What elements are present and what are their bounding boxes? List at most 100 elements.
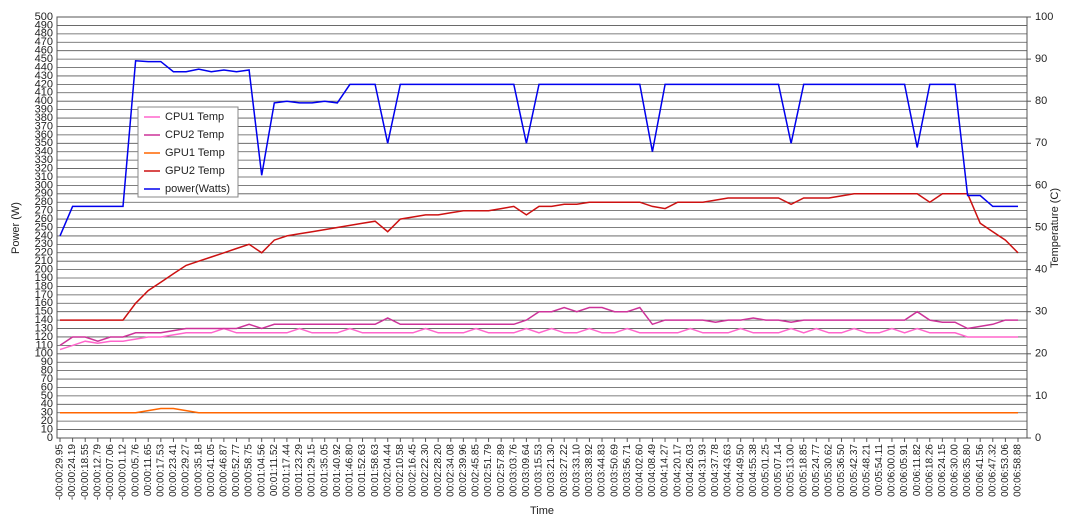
x-tick-label: 00:02:28.20	[433, 444, 444, 497]
x-tick-label: 00:00:23.41	[168, 444, 179, 497]
y-tick-label: 220	[35, 247, 53, 259]
x-tick-label: 00:05:42.37	[849, 444, 860, 497]
y-tick-label: 130	[35, 322, 53, 334]
y-tick-label: 440	[35, 61, 53, 73]
y2-tick-label: 90	[1035, 53, 1047, 65]
y-tick-label: 290	[35, 188, 53, 200]
x-tick-label: 00:02:45.85	[471, 444, 482, 497]
y-tick-label: 250	[35, 221, 53, 233]
y-tick-label: 310	[35, 171, 53, 183]
x-tick-label: 00:03:44.83	[597, 444, 608, 497]
y-tick-label: 340	[35, 146, 53, 158]
x-tick-label: 00:06:18.26	[924, 444, 935, 497]
y-tick-label: 460	[35, 45, 53, 57]
y-tick-label: 390	[35, 104, 53, 116]
y-tick-label: 240	[35, 230, 53, 242]
y-tick-label: 430	[35, 70, 53, 82]
x-tick-label: 00:01:17.44	[282, 444, 293, 497]
y-tick-label: 500	[35, 11, 53, 23]
x-tick-label: 00:01:29.15	[307, 444, 318, 497]
x-tick-label: 00:00:35.18	[193, 444, 204, 497]
y-tick-label: 80	[41, 365, 53, 377]
x-tick-label: 00:03:33.10	[571, 444, 582, 497]
x-tick-label: 00:00:41.05	[206, 444, 217, 497]
x-tick-label: -00:00:24.19	[67, 444, 78, 501]
x-tick-label: 00:05:54.11	[874, 444, 885, 497]
y-tick-label: 370	[35, 120, 53, 132]
x-tick-label: 00:02:51.79	[483, 444, 494, 497]
series-line	[59, 306, 1018, 347]
x-tick-label: 00:01:52.63	[357, 444, 368, 497]
x-tick-label: 00:00:11.65	[143, 444, 154, 497]
x-tick-label: 00:04:20.17	[672, 444, 683, 497]
y2-tick-label: 80	[1035, 95, 1047, 107]
y-tick-label: 300	[35, 179, 53, 191]
y-tick-label: 490	[35, 19, 53, 31]
x-tick-label: 00:03:15.53	[534, 444, 545, 497]
x-tick-label: 00:00:52.77	[231, 444, 242, 497]
y-tick-label: 230	[35, 238, 53, 250]
y-tick-label: 450	[35, 53, 53, 65]
x-tick-label: 00:00:46.87	[219, 444, 230, 497]
x-tick-label: 00:06:41.56	[975, 444, 986, 497]
x-tick-label: -00:00:07.06	[105, 444, 116, 501]
x-tick-label: 00:01:11.52	[269, 444, 280, 497]
y-tick-label: 380	[35, 112, 53, 124]
y-tick-label: 320	[35, 162, 53, 174]
y-tick-label: 20	[41, 415, 53, 427]
x-tick-label: 00:05:13.00	[786, 444, 797, 497]
y-tick-label: 70	[41, 373, 53, 385]
x-tick-label: -00:00:29.95	[55, 444, 66, 501]
y-tick-label: 60	[41, 381, 53, 393]
y-tick-label: 260	[35, 213, 53, 225]
y2-tick-label: 50	[1035, 221, 1047, 233]
series-line	[60, 407, 1018, 414]
x-tick-label: 00:06:35.80	[962, 444, 973, 497]
x-tick-label: 00:04:37.78	[710, 444, 721, 497]
x-tick-label: 00:03:27.22	[559, 444, 570, 497]
x-tick-label: 00:02:22.30	[420, 444, 431, 497]
x-tick-label: 00:02:39.96	[458, 444, 469, 497]
y-tick-label: 420	[35, 78, 53, 90]
x-tick-label: 00:06:00.01	[887, 444, 898, 497]
x-tick-label: 00:04:31.93	[698, 444, 709, 497]
y-tick-label: 100	[35, 348, 53, 360]
x-tick-label: 00:03:21.30	[546, 444, 557, 497]
x-tick-label: 00:02:16.45	[408, 444, 419, 497]
x-tick-label: 00:01:04.56	[256, 444, 267, 497]
y-tick-label: 400	[35, 95, 53, 107]
x-tick-label: 00:04:02.60	[634, 444, 645, 497]
y-tick-label: 30	[41, 407, 53, 419]
x-tick-label: 00:03:56.71	[622, 444, 633, 497]
x-tick-label: 00:06:05.91	[899, 444, 910, 497]
x-tick-label: -00:00:01.12	[118, 444, 129, 501]
x-tick-label: 00:01:46.80	[345, 444, 356, 497]
y2-axis-label: Temperature (C)	[1049, 188, 1061, 268]
x-tick-label: 00:05:36.50	[836, 444, 847, 497]
y-tick-label: 270	[35, 205, 53, 217]
x-tick-label: 00:00:17.53	[155, 444, 166, 497]
y-tick-label: 110	[35, 339, 53, 351]
y2-tick-label: 30	[1035, 306, 1047, 318]
x-tick-label: 00:01:35.05	[319, 444, 330, 497]
x-tick-label: 00:06:24.15	[937, 444, 948, 497]
legend-label: CPU2 Temp	[165, 129, 224, 141]
x-tick-label: 00:06:47.32	[987, 444, 998, 497]
y-tick-label: 160	[35, 297, 53, 309]
y2-tick-label: 20	[1035, 348, 1047, 360]
x-tick-label: 00:05:24.77	[811, 444, 822, 497]
x-tick-label: -00:00:18.55	[80, 444, 91, 501]
x-tick-label: 00:06:53.06	[1000, 444, 1011, 497]
x-tick-label: 00:02:04.44	[382, 444, 393, 497]
y-tick-label: 210	[35, 255, 53, 267]
y-tick-label: 360	[35, 129, 53, 141]
y2-tick-label: 40	[1035, 264, 1047, 276]
x-tick-label: 00:02:57.89	[496, 444, 507, 497]
y-tick-label: 170	[35, 289, 53, 301]
x-tick-label: 00:02:34.08	[445, 444, 456, 497]
x-tick-label: 00:06:11.82	[912, 444, 923, 497]
y-tick-label: 280	[35, 196, 53, 208]
y2-tick-label: 10	[1035, 390, 1047, 402]
x-tick-label: 00:01:58.63	[370, 444, 381, 497]
